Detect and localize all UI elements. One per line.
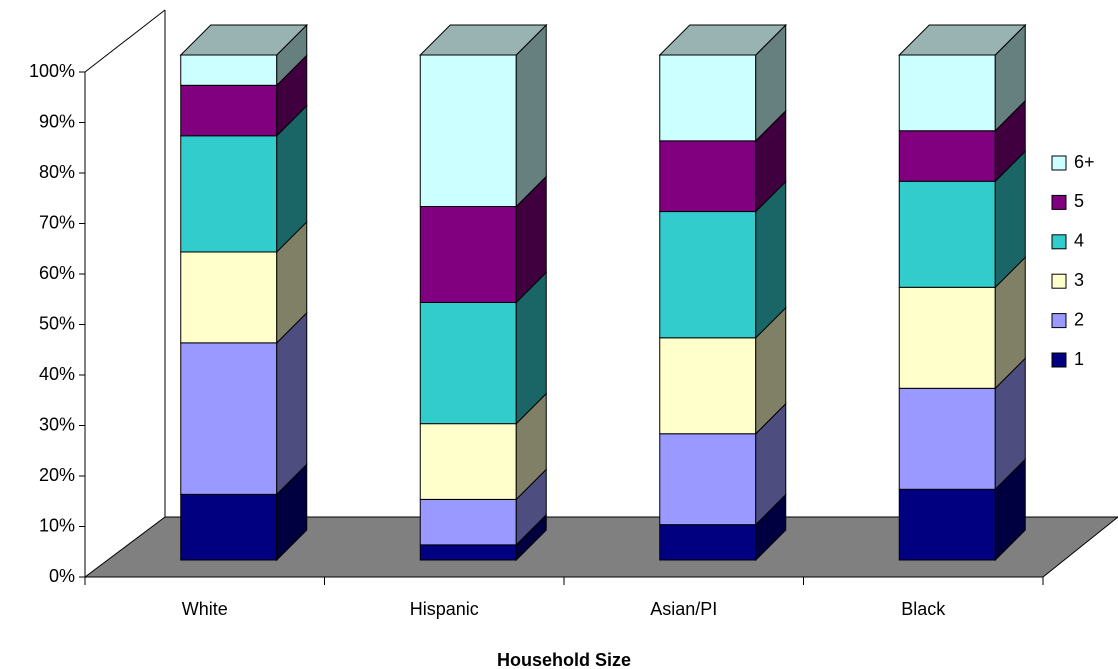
bar-top [419,24,548,56]
bar-segment [659,54,757,142]
bar-segment [659,337,757,435]
bar-segment [419,498,517,546]
y-tick-label: 0% [49,566,75,586]
legend-label: 3 [1074,270,1084,290]
y-tick-label: 100% [29,61,75,81]
legend-label: 4 [1074,231,1084,251]
bar-segment [898,286,996,389]
bar-top [179,24,308,56]
bar-segment [419,54,517,207]
legend-swatch [1051,194,1067,210]
bar-side [276,311,308,496]
bar-segment [659,433,757,526]
bar-segment [659,211,757,339]
legend-label: 1 [1074,349,1084,369]
y-tick-label: 30% [39,414,75,434]
bar-segment [659,524,757,561]
bar-segment [419,206,517,303]
x-tick-label: Asian/PI [650,599,717,619]
y-tick-label: 70% [39,212,75,232]
bar-segment [180,251,278,344]
legend-label: 5 [1074,191,1084,211]
legend-swatch [1051,313,1067,329]
bar-segment [180,493,278,561]
bar-segment [898,488,996,561]
bar-segment [898,180,996,288]
bar-segment [659,140,757,213]
y-tick-label: 90% [39,111,75,131]
bar-segment [898,387,996,490]
bar-top [898,24,1027,56]
y-tick-label: 40% [39,364,75,384]
y-tick-label: 10% [39,515,75,535]
bar-side [515,23,547,208]
legend-swatch [1051,352,1067,368]
bar-segment [419,544,517,561]
y-tick-label: 60% [39,263,75,283]
bar-top [658,24,787,56]
bar-segment [180,54,278,86]
y-tick-label: 80% [39,162,75,182]
bar-segment [180,84,278,137]
side-wall-edge [84,9,166,73]
x-axis-title: Household Size [497,650,631,669]
x-tick-label: Black [901,599,946,619]
legend-swatch [1051,234,1067,250]
bar-segment [419,423,517,500]
legend-label: 2 [1074,309,1084,329]
legend-swatch [1051,155,1067,171]
x-tick-label: Hispanic [410,599,479,619]
x-tick-label: White [182,599,228,619]
y-tick-label: 20% [39,465,75,485]
bar-segment [180,135,278,253]
bar-segment [898,54,996,132]
bar-segment [180,342,278,495]
bar-segment [419,301,517,425]
legend-swatch [1051,273,1067,289]
legend-label: 6+ [1074,152,1095,172]
y-tick-label: 50% [39,313,75,333]
bar-segment [898,130,996,182]
